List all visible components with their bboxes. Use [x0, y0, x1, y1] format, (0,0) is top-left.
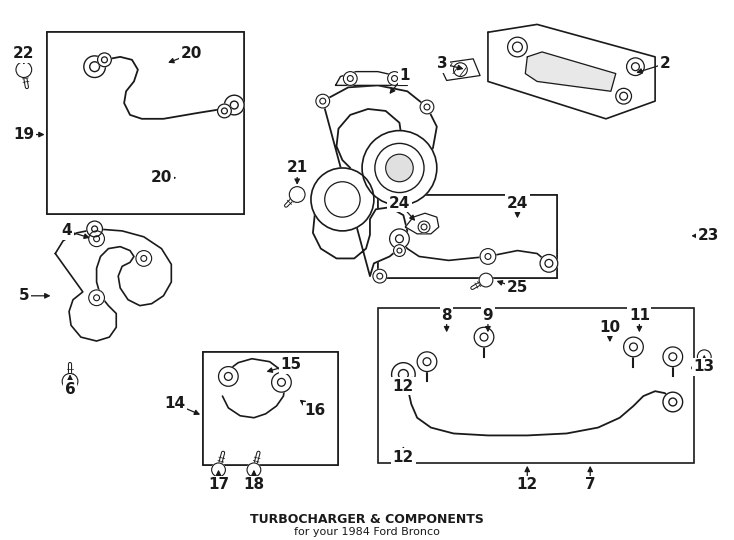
Circle shape	[697, 350, 711, 363]
Circle shape	[362, 131, 437, 205]
Circle shape	[390, 229, 410, 248]
Text: 9: 9	[483, 308, 493, 323]
Text: 15: 15	[280, 357, 302, 372]
Polygon shape	[313, 85, 437, 276]
Text: for your 1984 Ford Bronco: for your 1984 Ford Bronco	[294, 527, 440, 537]
Text: 12: 12	[393, 450, 414, 464]
Circle shape	[663, 392, 683, 412]
Circle shape	[324, 182, 360, 217]
Circle shape	[474, 327, 494, 347]
Circle shape	[624, 337, 643, 357]
Circle shape	[508, 37, 527, 57]
Text: 4: 4	[62, 224, 73, 238]
Text: 14: 14	[164, 396, 186, 411]
Circle shape	[89, 231, 104, 247]
Circle shape	[217, 104, 231, 118]
Text: 13: 13	[694, 359, 715, 374]
Text: 8: 8	[441, 308, 452, 323]
Polygon shape	[439, 59, 480, 80]
Text: 18: 18	[244, 477, 264, 492]
Circle shape	[316, 94, 330, 108]
Polygon shape	[55, 229, 171, 341]
Text: 6: 6	[65, 382, 76, 397]
Circle shape	[136, 251, 152, 266]
Text: 24: 24	[389, 196, 410, 211]
Polygon shape	[526, 52, 616, 91]
Text: TURBOCHARGER & COMPONENTS: TURBOCHARGER & COMPONENTS	[250, 514, 484, 526]
Circle shape	[247, 463, 261, 477]
Bar	[48, 32, 244, 214]
Text: 20: 20	[150, 170, 172, 185]
Text: 25: 25	[506, 280, 528, 295]
Circle shape	[540, 254, 558, 272]
Bar	[203, 352, 338, 465]
Text: 7: 7	[585, 477, 595, 492]
Text: 10: 10	[600, 320, 620, 335]
Bar	[203, 352, 338, 465]
Text: 11: 11	[629, 308, 650, 323]
Circle shape	[418, 221, 430, 233]
Circle shape	[480, 248, 495, 265]
Text: 2: 2	[660, 56, 670, 71]
Circle shape	[84, 56, 106, 78]
Circle shape	[393, 245, 405, 256]
Text: 3: 3	[437, 56, 448, 71]
Text: 21: 21	[286, 160, 308, 176]
Circle shape	[211, 463, 225, 477]
Text: 20: 20	[181, 46, 202, 62]
Circle shape	[373, 269, 387, 283]
Circle shape	[375, 144, 424, 193]
Circle shape	[627, 58, 644, 76]
Circle shape	[388, 72, 401, 85]
Polygon shape	[405, 213, 439, 234]
Circle shape	[16, 62, 32, 78]
Text: 22: 22	[13, 46, 34, 62]
Polygon shape	[335, 72, 407, 85]
Circle shape	[289, 187, 305, 202]
Text: 24: 24	[506, 196, 528, 211]
Text: 12: 12	[517, 477, 538, 492]
Text: 12: 12	[393, 379, 414, 394]
Text: 17: 17	[208, 477, 229, 492]
Circle shape	[479, 273, 493, 287]
Circle shape	[385, 154, 413, 182]
Circle shape	[219, 367, 239, 386]
Text: 19: 19	[13, 127, 34, 142]
Circle shape	[344, 72, 357, 85]
Bar	[378, 194, 557, 278]
Circle shape	[663, 347, 683, 367]
Text: 23: 23	[697, 228, 719, 244]
Bar	[378, 308, 694, 463]
Circle shape	[391, 363, 415, 386]
Text: 16: 16	[305, 403, 325, 418]
Bar	[378, 194, 557, 278]
Circle shape	[417, 352, 437, 372]
Polygon shape	[488, 24, 655, 119]
Circle shape	[62, 374, 78, 389]
Circle shape	[225, 95, 244, 115]
Circle shape	[87, 221, 103, 237]
Circle shape	[311, 168, 374, 231]
Circle shape	[454, 63, 468, 77]
Bar	[48, 32, 244, 214]
Text: 1: 1	[399, 68, 410, 83]
Circle shape	[272, 373, 291, 392]
Circle shape	[420, 100, 434, 114]
Circle shape	[89, 290, 104, 306]
Circle shape	[616, 89, 631, 104]
Circle shape	[98, 53, 112, 67]
Text: 5: 5	[18, 288, 29, 303]
